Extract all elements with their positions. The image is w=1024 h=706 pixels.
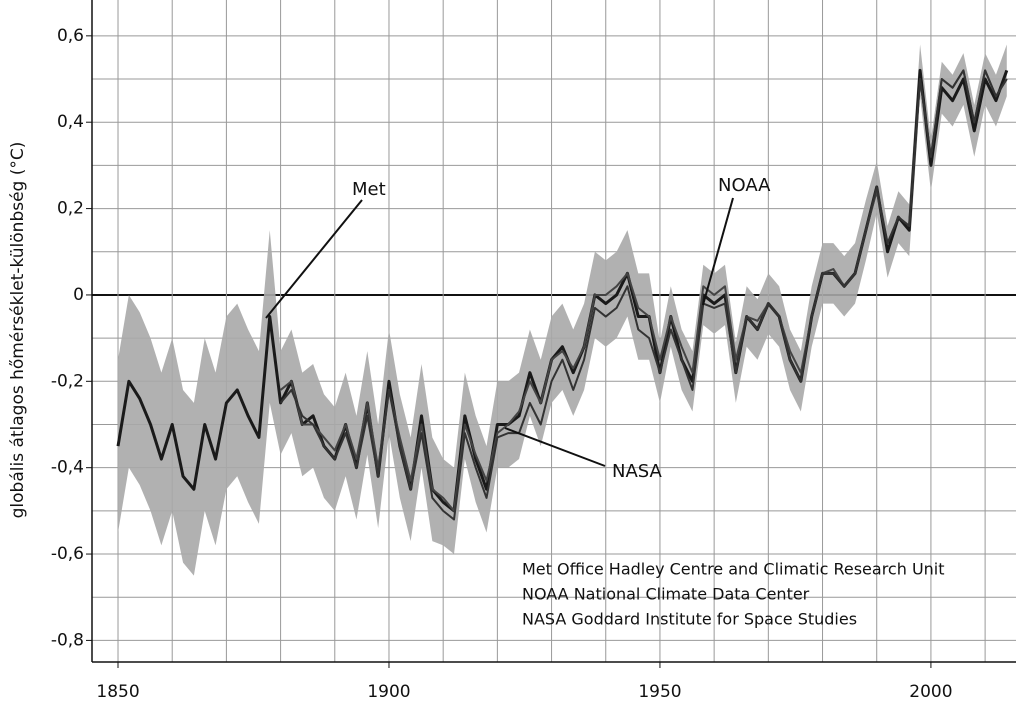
annotation-pointer: [504, 427, 606, 467]
annotation-pointer: [702, 197, 734, 306]
annotation: Met: [352, 179, 386, 200]
annotation: NOAA: [718, 175, 771, 196]
y-tick-label: 0,2: [57, 199, 84, 219]
x-tick-label: 2000: [909, 682, 952, 702]
y-tick-label: -0,6: [51, 544, 84, 564]
source-text: NASA Goddard Institute for Space Studies: [522, 610, 857, 629]
source-text: NOAA National Climate Data Center: [522, 585, 810, 604]
plot: [116, 44, 1009, 576]
y-tick-label: -0,4: [51, 458, 84, 478]
uncertainty-band: [118, 44, 1007, 576]
annotation-pointer: [265, 199, 363, 319]
y-tick-label: 0,6: [57, 26, 84, 46]
y-tick-label: 0,4: [57, 112, 84, 132]
x-tick-label: 1950: [638, 682, 681, 702]
annotation: NASA: [612, 461, 663, 482]
y-axis-label: globális átlagos hőmérséklet-különbség (…: [8, 142, 28, 519]
y-tick-label: 0: [73, 285, 84, 305]
source-text: Met Office Hadley Centre and Climatic Re…: [522, 560, 945, 579]
x-tick-label: 1900: [367, 682, 410, 702]
y-tick-label: -0,8: [51, 630, 84, 650]
series-line: [279, 69, 1008, 521]
y-tick-label: -0,2: [51, 371, 84, 391]
x-tick-label: 1850: [96, 682, 139, 702]
